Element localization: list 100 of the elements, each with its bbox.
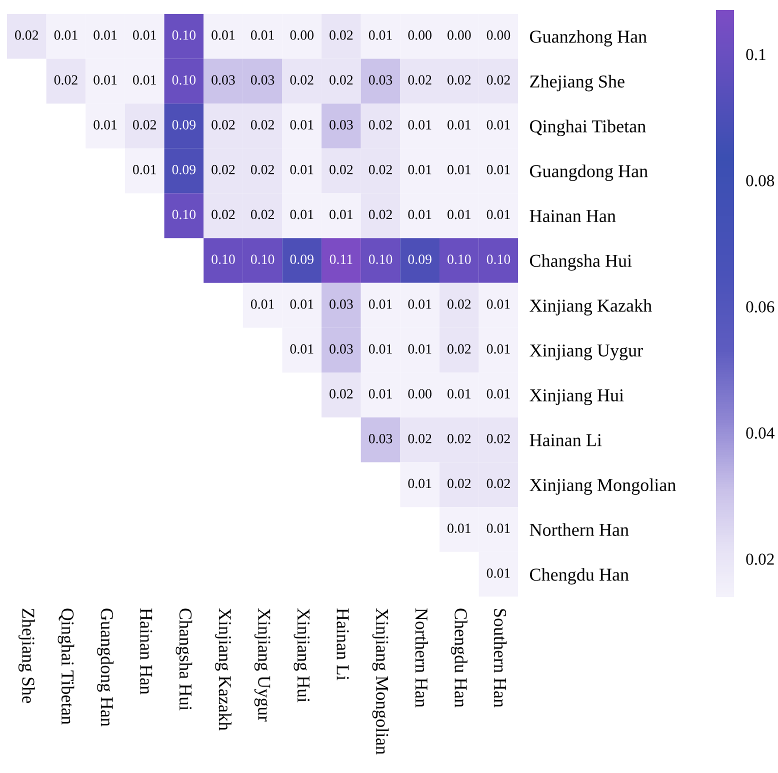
data-label: 0.01	[250, 30, 274, 40]
x-tick-label: Changsha Hui	[176, 608, 192, 710]
data-label: 0.01	[408, 164, 432, 174]
data-label: 0.03	[330, 120, 353, 130]
data-label: 0.09	[172, 120, 196, 130]
y-tick-label: Northern Han	[530, 523, 629, 536]
data-label: 0.02	[212, 120, 235, 130]
data-label: 0.10	[368, 254, 392, 264]
data-label: 0.01	[368, 30, 392, 40]
data-label: 0.02	[330, 389, 353, 399]
data-label: 0.00	[408, 30, 432, 40]
y-tick-label: Guangdong Han	[530, 164, 648, 181]
data-label: 0.10	[172, 210, 196, 220]
data-label: 0.01	[250, 299, 274, 309]
data-label: 0.02	[408, 434, 432, 444]
y-tick-label: Chengdu Han	[530, 568, 629, 584]
y-tick-label: Hainan Han	[530, 210, 616, 222]
data-label: 0.01	[408, 478, 432, 488]
data-label: 0.01	[290, 210, 314, 220]
data-label: 0.01	[486, 389, 510, 399]
color-bar-label: 0.02	[746, 554, 774, 565]
data-label: 0.00	[408, 389, 432, 399]
data-label: 0.10	[172, 75, 196, 85]
data-label: 0.01	[132, 75, 156, 85]
y-tick-label: Hainan Li	[530, 434, 602, 446]
data-label: 0.02	[132, 120, 156, 130]
x-tick-label: Qinghai Tibetan	[58, 608, 74, 724]
data-label: 0.02	[448, 478, 471, 488]
data-label: 0.02	[250, 164, 274, 174]
data-label: 0.10	[172, 30, 196, 40]
data-label: 0.00	[448, 30, 471, 40]
data-label: 0.01	[486, 524, 510, 534]
y-tick-label: Xinjiang Uygur	[530, 344, 643, 360]
x-tick-label: Xinjiang Hui	[294, 608, 310, 702]
data-label: 0.09	[172, 164, 196, 174]
data-label: 0.02	[448, 75, 471, 85]
y-tick-label: Guanzhong Han	[530, 30, 647, 46]
data-label: 0.10	[486, 254, 510, 264]
x-tick-label: Xinjiang Uygur	[254, 608, 270, 722]
data-label: 0.01	[132, 164, 156, 174]
data-label: 0.01	[448, 524, 470, 534]
data-label: 0.03	[368, 75, 392, 85]
data-label: 0.00	[290, 30, 314, 40]
data-label: 0.02	[486, 434, 510, 444]
data-label: 0.01	[132, 30, 156, 40]
data-label: 0.02	[250, 120, 274, 130]
x-tick-label: Northern Han	[415, 608, 428, 708]
data-label: 0.01	[448, 164, 470, 174]
data-label: 0.02	[448, 434, 471, 444]
data-label: 0.02	[408, 75, 432, 85]
data-label: 0.11	[330, 254, 352, 264]
data-label: 0.02	[486, 75, 510, 85]
data-label: 0.02	[486, 478, 510, 488]
data-label: 0.01	[486, 120, 510, 130]
x-tick-label: Guangdong Han	[97, 608, 114, 726]
data-label: 0.02	[212, 210, 235, 220]
data-label: 0.03	[368, 434, 392, 444]
data-label: 0.02	[368, 120, 392, 130]
data-label: 0.01	[486, 344, 510, 354]
data-label: 0.02	[54, 75, 78, 85]
x-tick-label: Chengdu Han	[450, 608, 468, 708]
data-label: 0.01	[94, 120, 117, 130]
data-label: 0.02	[368, 210, 392, 220]
data-label: 0.03	[330, 299, 353, 309]
color-bar-label: 0.1	[746, 48, 766, 60]
data-label: 0.01	[448, 210, 470, 220]
color-bar-label: 0.08	[746, 175, 774, 186]
data-label: 0.02	[15, 30, 38, 40]
data-label: 0.01	[368, 344, 392, 354]
data-label: 0.01	[486, 299, 510, 309]
data-label: 0.10	[448, 254, 471, 264]
x-tick-label: Hainan Li	[336, 608, 349, 680]
data-label: 0.01	[212, 30, 235, 40]
data-label: 0.01	[290, 120, 314, 130]
y-tick-label: Qinghai Tibetan	[530, 120, 646, 136]
data-label: 0.01	[368, 389, 392, 399]
x-tick-label: Xinjiang Mongolian	[372, 608, 389, 755]
data-label: 0.01	[448, 120, 470, 130]
data-label: 0.01	[54, 30, 78, 40]
data-label: 0.01	[486, 568, 510, 578]
y-tick-label: Changsha Hui	[530, 254, 632, 271]
data-label: 0.01	[408, 210, 432, 220]
data-label: 0.09	[408, 254, 432, 264]
data-label: 0.01	[330, 210, 353, 220]
data-label: 0.01	[408, 120, 432, 130]
x-tick-label: Xinjiang Kazakh	[215, 608, 232, 730]
data-label: 0.02	[448, 344, 471, 354]
data-label: 0.01	[486, 164, 510, 174]
data-label: 0.03	[212, 75, 235, 85]
data-label: 0.02	[448, 299, 471, 309]
y-tick-label: Xinjiang Hui	[530, 389, 624, 406]
data-label: 0.03	[250, 75, 274, 85]
data-label: 0.01	[94, 75, 117, 85]
data-label: 0.01	[368, 299, 392, 309]
data-label: 0.02	[330, 30, 353, 40]
data-label: 0.01	[290, 299, 314, 309]
data-label: 0.09	[290, 254, 314, 264]
data-label: 0.00	[486, 30, 510, 40]
data-label: 0.03	[330, 344, 353, 354]
data-label: 0.01	[408, 344, 432, 354]
